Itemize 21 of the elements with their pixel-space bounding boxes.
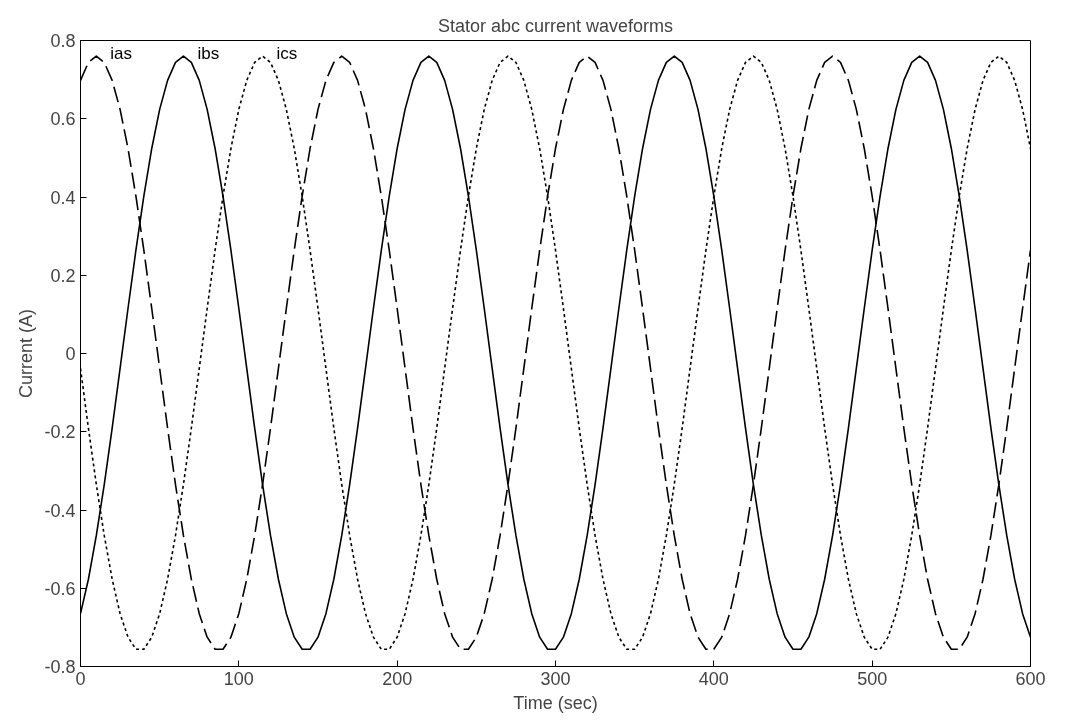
y-tick-label: -0.8 bbox=[44, 657, 76, 677]
x-tick-label: 300 bbox=[540, 668, 571, 689]
y-tick-label: 0.8 bbox=[50, 31, 76, 51]
x-tick-label: 400 bbox=[698, 668, 729, 689]
x-tick-label: 200 bbox=[382, 668, 413, 689]
x-tick-label: 500 bbox=[857, 668, 888, 689]
y-tick-label: -0.4 bbox=[44, 500, 76, 521]
x-tick-label: 600 bbox=[1015, 668, 1046, 689]
y-tick-label: -0.2 bbox=[44, 422, 76, 443]
y-tick-label: 0.6 bbox=[50, 109, 76, 130]
chart-title: Stator abc current waveforms bbox=[437, 15, 674, 36]
y-axis-title: Current (A) bbox=[16, 308, 37, 399]
series-label: ias bbox=[110, 43, 133, 63]
series-label: ics bbox=[276, 43, 298, 63]
y-tick-label: 0.4 bbox=[50, 187, 76, 208]
y-tick-label: 0.2 bbox=[50, 265, 76, 286]
y-tick-label: -0.6 bbox=[44, 578, 76, 599]
x-tick-label: 100 bbox=[223, 668, 254, 689]
x-axis-title: Time (sec) bbox=[513, 692, 598, 713]
y-tick-label: 0 bbox=[65, 344, 76, 364]
series-label: ibs bbox=[197, 43, 220, 63]
